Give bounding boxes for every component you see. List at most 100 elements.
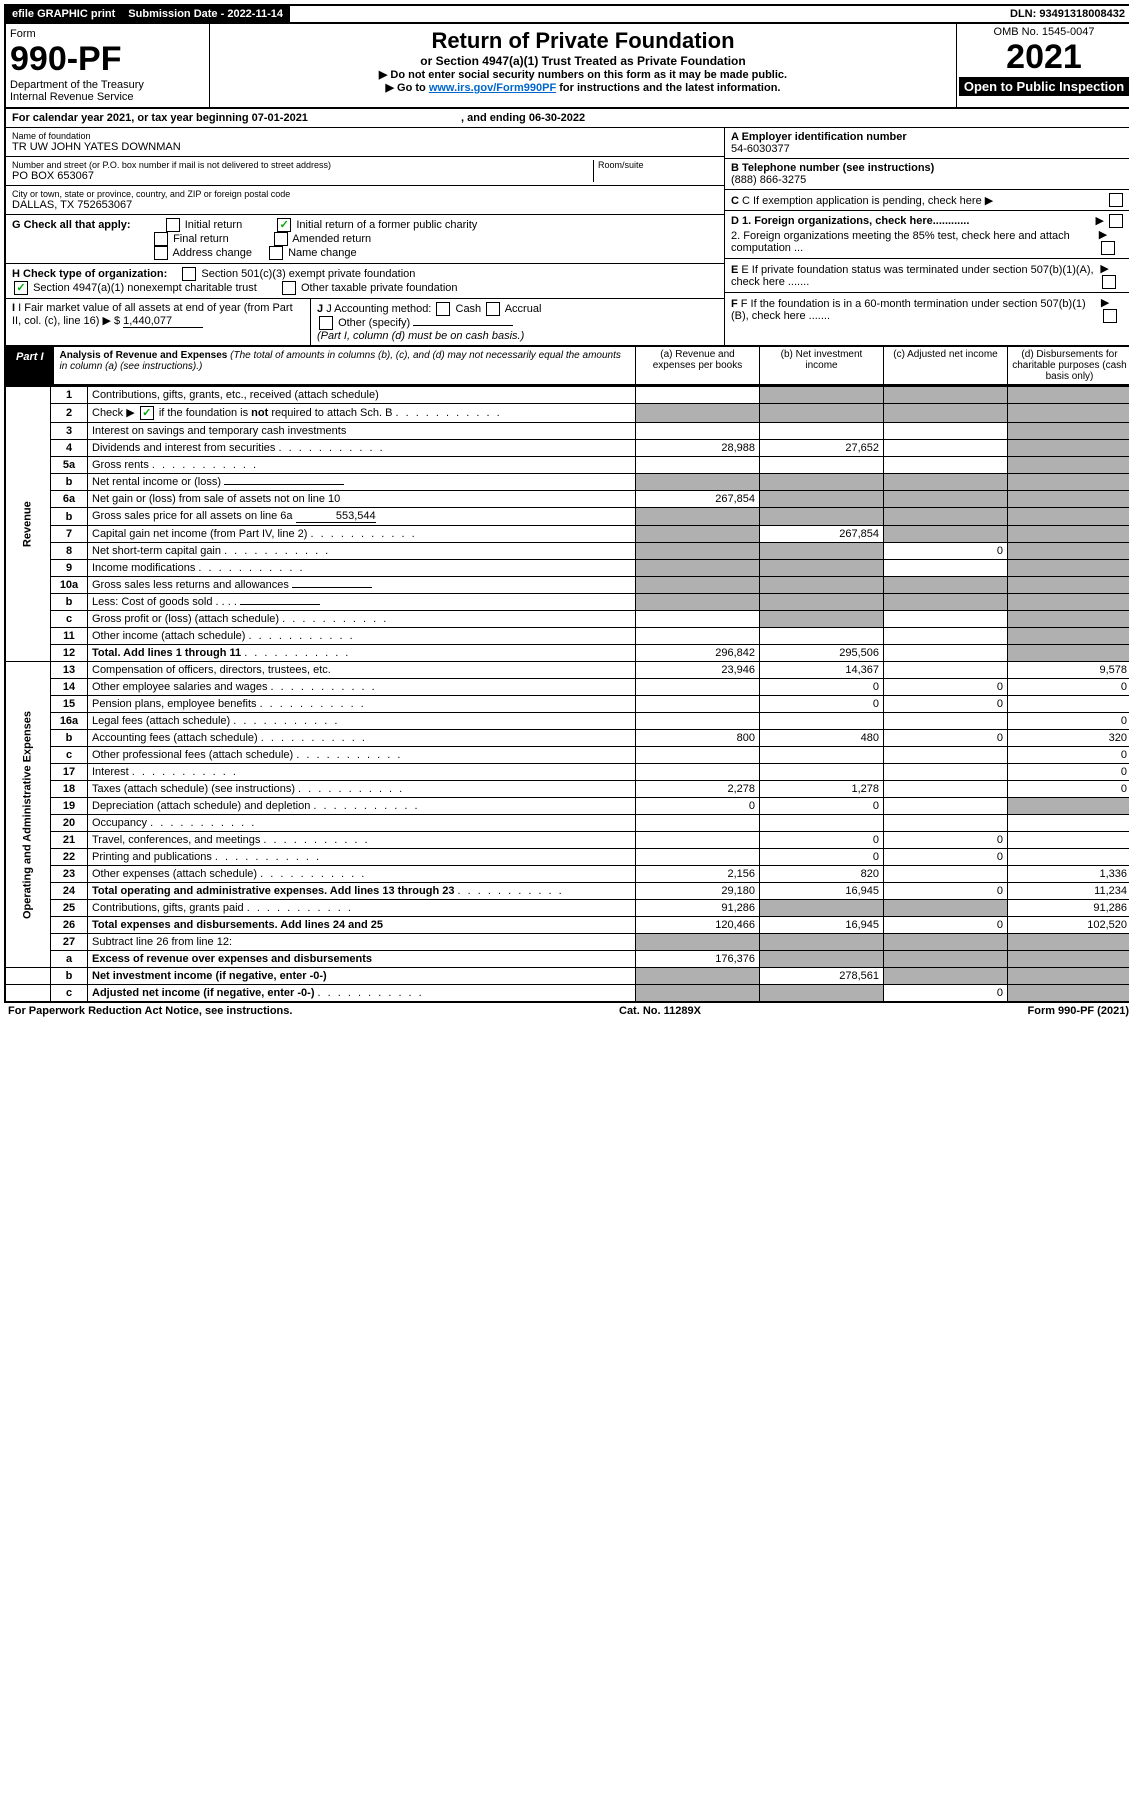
row-2: 2 Check ▶ if the foundation is not requi… <box>5 404 1129 423</box>
row-18: 18Taxes (attach schedule) (see instructi… <box>5 781 1129 798</box>
omb: OMB No. 1545-0047 <box>959 26 1129 38</box>
col-b-header: (b) Net investment income <box>759 347 883 384</box>
checkbox-cash[interactable] <box>436 302 450 316</box>
open-public: Open to Public Inspection <box>959 77 1129 96</box>
header-left: Form 990-PF Department of the Treasury I… <box>6 24 210 107</box>
row-7: 7Capital gain net income (from Part IV, … <box>5 526 1129 543</box>
h-check-cell: H Check type of organization: Section 50… <box>6 264 724 299</box>
footer-left: For Paperwork Reduction Act Notice, see … <box>8 1005 292 1017</box>
checkbox-initial-return[interactable] <box>166 218 180 232</box>
e-cell: E E If private foundation status was ter… <box>725 259 1129 293</box>
row-23: 23Other expenses (attach schedule) 2,156… <box>5 866 1129 883</box>
row-6b: bGross sales price for all assets on lin… <box>5 508 1129 526</box>
address-cell: Number and street (or P.O. box number if… <box>6 157 724 186</box>
row-8: 8Net short-term capital gain 0 <box>5 543 1129 560</box>
checkbox-amended[interactable] <box>274 232 288 246</box>
row-16a: 16aLegal fees (attach schedule) 0 <box>5 713 1129 730</box>
header-right: OMB No. 1545-0047 2021 Open to Public In… <box>956 24 1129 107</box>
row-16b: bAccounting fees (attach schedule) 80048… <box>5 730 1129 747</box>
row-5b: bNet rental income or (loss) <box>5 474 1129 491</box>
revenue-label: Revenue <box>5 387 51 662</box>
efile-label: efile GRAPHIC print <box>6 6 122 22</box>
form-subtitle: or Section 4947(a)(1) Trust Treated as P… <box>220 54 946 68</box>
footer-right: Form 990-PF (2021) <box>1028 1005 1129 1017</box>
footer: For Paperwork Reduction Act Notice, see … <box>4 1003 1129 1019</box>
row-27b: bNet investment income (if negative, ent… <box>5 968 1129 985</box>
tax-year: 2021 <box>959 38 1129 77</box>
city-cell: City or town, state or province, country… <box>6 186 724 215</box>
checkbox-f[interactable] <box>1103 309 1117 323</box>
expenses-label: Operating and Administrative Expenses <box>5 662 51 968</box>
row-10a: 10aGross sales less returns and allowanc… <box>5 577 1129 594</box>
row-15: 15Pension plans, employee benefits 00 <box>5 696 1129 713</box>
f-cell: F F If the foundation is in a 60-month t… <box>725 293 1129 326</box>
row-26: 26Total expenses and disbursements. Add … <box>5 917 1129 934</box>
info-block: For calendar year 2021, or tax year begi… <box>4 109 1129 347</box>
form-title: Return of Private Foundation <box>220 28 946 54</box>
col-d-header: (d) Disbursements for charitable purpose… <box>1007 347 1129 384</box>
row-27c: cAdjusted net income (if negative, enter… <box>5 985 1129 1003</box>
checkbox-4947[interactable] <box>14 281 28 295</box>
checkbox-501c3[interactable] <box>182 267 196 281</box>
row-14: 14Other employee salaries and wages 000 <box>5 679 1129 696</box>
c-cell: C C If exemption application is pending,… <box>725 190 1129 211</box>
row-12: 12Total. Add lines 1 through 11 296,8422… <box>5 645 1129 662</box>
row-20: 20Occupancy <box>5 815 1129 832</box>
irs-link[interactable]: www.irs.gov/Form990PF <box>429 82 556 94</box>
row-21: 21Travel, conferences, and meetings 00 <box>5 832 1129 849</box>
form-header: Form 990-PF Department of the Treasury I… <box>4 24 1129 109</box>
row-22: 22Printing and publications 00 <box>5 849 1129 866</box>
checkbox-addr-change[interactable] <box>154 246 168 260</box>
row-24: 24Total operating and administrative exp… <box>5 883 1129 900</box>
form-number: 990-PF <box>10 40 205 79</box>
row-27: 27Subtract line 26 from line 12: <box>5 934 1129 951</box>
checkbox-final-return[interactable] <box>154 232 168 246</box>
info-right: A Employer identification number 54-6030… <box>725 128 1129 345</box>
header-center: Return of Private Foundation or Section … <box>210 24 956 107</box>
checkbox-other-method[interactable] <box>319 316 333 330</box>
dept-2: Internal Revenue Service <box>10 91 205 103</box>
row-27a: aExcess of revenue over expenses and dis… <box>5 951 1129 968</box>
submission-date: Submission Date - 2022-11-14 <box>122 6 290 22</box>
checkbox-name-change[interactable] <box>269 246 283 260</box>
d-cell: D 1. Foreign organizations, check here..… <box>725 211 1129 259</box>
row-1: Revenue 1 Contributions, gifts, grants, … <box>5 387 1129 404</box>
col-c-header: (c) Adjusted net income <box>883 347 1007 384</box>
checkbox-d2[interactable] <box>1101 241 1115 255</box>
checkbox-accrual[interactable] <box>486 302 500 316</box>
ein-cell: A Employer identification number 54-6030… <box>725 128 1129 159</box>
row-9: 9Income modifications <box>5 560 1129 577</box>
row-19: 19Depreciation (attach schedule) and dep… <box>5 798 1129 815</box>
row-5a: 5aGross rents <box>5 457 1129 474</box>
j-cell: J J Accounting method: Cash Accrual Othe… <box>310 299 724 345</box>
dept-1: Department of the Treasury <box>10 79 205 91</box>
dln: DLN: 93491318008432 <box>1004 6 1129 22</box>
calendar-year-row: For calendar year 2021, or tax year begi… <box>6 109 1129 128</box>
foundation-name-cell: Name of foundation TR UW JOHN YATES DOWN… <box>6 128 724 157</box>
row-16c: cOther professional fees (attach schedul… <box>5 747 1129 764</box>
row-6a: 6aNet gain or (loss) from sale of assets… <box>5 491 1129 508</box>
row-11: 11Other income (attach schedule) <box>5 628 1129 645</box>
row-17: 17Interest 0 <box>5 764 1129 781</box>
row-25: 25Contributions, gifts, grants paid 91,2… <box>5 900 1129 917</box>
row-13: Operating and Administrative Expenses 13… <box>5 662 1129 679</box>
top-bar: efile GRAPHIC print Submission Date - 20… <box>4 4 1129 24</box>
row-4: 4Dividends and interest from securities … <box>5 440 1129 457</box>
checkbox-d1[interactable] <box>1109 214 1123 228</box>
instr-2: ▶ Go to www.irs.gov/Form990PF for instru… <box>220 81 946 94</box>
footer-mid: Cat. No. 11289X <box>619 1005 701 1017</box>
checkbox-c[interactable] <box>1109 193 1123 207</box>
checkbox-initial-former[interactable] <box>277 218 291 232</box>
phone-cell: B Telephone number (see instructions) (8… <box>725 159 1129 190</box>
row-10c: cGross profit or (loss) (attach schedule… <box>5 611 1129 628</box>
col-a-header: (a) Revenue and expenses per books <box>635 347 759 384</box>
part1-desc: Analysis of Revenue and Expenses (The to… <box>54 347 635 384</box>
row-10b: bLess: Cost of goods sold . . . . <box>5 594 1129 611</box>
info-left: Name of foundation TR UW JOHN YATES DOWN… <box>6 128 725 345</box>
checkbox-other-taxable[interactable] <box>282 281 296 295</box>
instr-1: ▶ Do not enter social security numbers o… <box>220 68 946 81</box>
checkbox-schb[interactable] <box>140 406 154 420</box>
g-check-cell: G Check all that apply: Initial return I… <box>6 215 724 264</box>
checkbox-e[interactable] <box>1102 275 1116 289</box>
form-label: Form <box>10 28 205 40</box>
